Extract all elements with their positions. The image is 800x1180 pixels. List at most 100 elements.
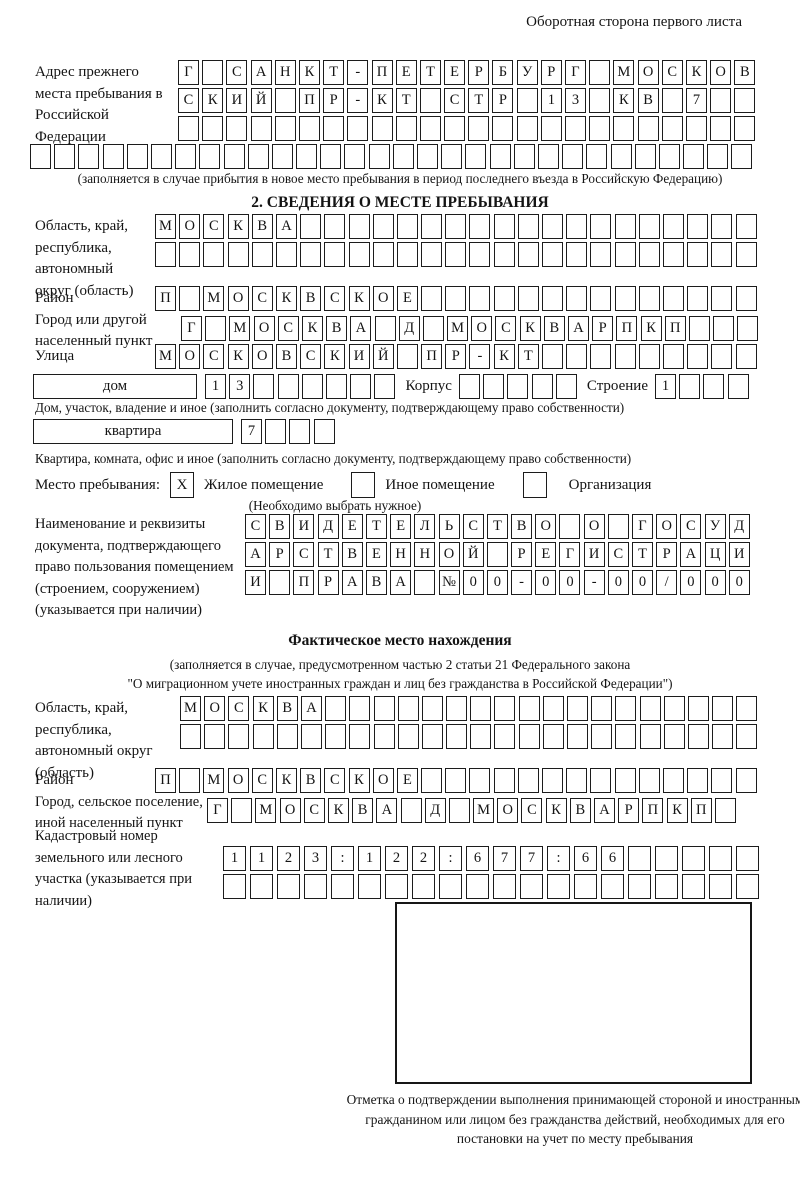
- char-box[interactable]: [520, 874, 543, 899]
- char-box[interactable]: 0: [704, 570, 726, 595]
- char-box[interactable]: М: [255, 798, 277, 823]
- char-box[interactable]: [517, 242, 539, 267]
- char-box[interactable]: Р: [317, 570, 339, 595]
- char-box[interactable]: [531, 374, 553, 399]
- char-box[interactable]: 2: [277, 846, 300, 871]
- char-box[interactable]: В: [300, 286, 322, 311]
- char-box[interactable]: [203, 242, 225, 267]
- char-box[interactable]: [358, 874, 381, 899]
- char-box[interactable]: А: [390, 570, 412, 595]
- char-box[interactable]: Е: [396, 286, 418, 311]
- char-box[interactable]: [445, 214, 467, 239]
- char-box[interactable]: [331, 874, 354, 899]
- char-box[interactable]: П: [155, 768, 176, 793]
- char-box[interactable]: [202, 60, 224, 85]
- char-box[interactable]: О: [227, 768, 249, 793]
- char-box[interactable]: [555, 374, 577, 399]
- char-box[interactable]: [271, 144, 293, 169]
- char-box[interactable]: [559, 514, 581, 539]
- char-box[interactable]: [419, 116, 441, 141]
- char-box[interactable]: Е: [390, 514, 412, 539]
- char-box[interactable]: Й: [372, 344, 394, 369]
- char-box[interactable]: [628, 874, 651, 899]
- char-box[interactable]: [372, 242, 394, 267]
- char-box[interactable]: А: [680, 542, 702, 567]
- char-box[interactable]: [655, 846, 678, 871]
- char-box[interactable]: К: [685, 60, 707, 85]
- char-box[interactable]: [547, 874, 570, 899]
- char-box[interactable]: Н: [390, 542, 412, 567]
- char-box[interactable]: А: [568, 316, 589, 341]
- char-box[interactable]: [274, 88, 296, 113]
- char-box[interactable]: [662, 214, 684, 239]
- char-box[interactable]: [494, 696, 516, 721]
- char-box[interactable]: [639, 724, 661, 749]
- char-box[interactable]: [638, 768, 660, 793]
- char-box[interactable]: [374, 374, 396, 399]
- char-box[interactable]: А: [350, 316, 372, 341]
- char-box[interactable]: К: [519, 316, 541, 341]
- char-box[interactable]: [397, 696, 419, 721]
- char-box[interactable]: К: [301, 316, 323, 341]
- char-box[interactable]: М: [180, 696, 201, 721]
- char-box[interactable]: [712, 696, 734, 721]
- char-box[interactable]: В: [326, 316, 348, 341]
- char-box[interactable]: [494, 724, 516, 749]
- char-box[interactable]: [658, 144, 680, 169]
- char-box[interactable]: [710, 116, 732, 141]
- char-box[interactable]: [735, 242, 757, 267]
- char-box[interactable]: [736, 874, 759, 899]
- char-box[interactable]: [542, 768, 563, 793]
- char-box[interactable]: Р: [618, 798, 640, 823]
- apartment-type-box[interactable]: квартира: [33, 419, 233, 444]
- char-box[interactable]: К: [348, 286, 370, 311]
- char-box[interactable]: [421, 286, 443, 311]
- char-box[interactable]: [470, 696, 492, 721]
- char-box[interactable]: [613, 116, 635, 141]
- char-box[interactable]: [542, 724, 564, 749]
- char-box[interactable]: [344, 144, 366, 169]
- char-box[interactable]: 7: [493, 846, 516, 871]
- char-box[interactable]: [469, 768, 491, 793]
- char-box[interactable]: [465, 144, 487, 169]
- char-box[interactable]: Е: [395, 60, 417, 85]
- char-box[interactable]: [565, 116, 586, 141]
- char-box[interactable]: [470, 724, 492, 749]
- char-box[interactable]: [516, 116, 538, 141]
- char-box[interactable]: [421, 768, 443, 793]
- char-box[interactable]: [679, 374, 701, 399]
- char-box[interactable]: [301, 374, 323, 399]
- char-box[interactable]: К: [613, 88, 635, 113]
- char-box[interactable]: [517, 214, 539, 239]
- char-box[interactable]: [199, 144, 221, 169]
- char-box[interactable]: [590, 214, 612, 239]
- char-box[interactable]: [421, 724, 443, 749]
- char-box[interactable]: [537, 144, 559, 169]
- char-box[interactable]: [179, 242, 201, 267]
- char-box[interactable]: [446, 724, 468, 749]
- char-box[interactable]: В: [543, 316, 565, 341]
- char-box[interactable]: [687, 286, 709, 311]
- char-box[interactable]: [507, 374, 529, 399]
- char-box[interactable]: [466, 874, 489, 899]
- char-box[interactable]: В: [275, 344, 297, 369]
- char-box[interactable]: [688, 316, 710, 341]
- char-box[interactable]: К: [371, 88, 393, 113]
- char-box[interactable]: [737, 316, 759, 341]
- char-box[interactable]: [662, 242, 684, 267]
- char-box[interactable]: А: [300, 696, 322, 721]
- char-box[interactable]: [247, 144, 269, 169]
- char-box[interactable]: С: [324, 768, 346, 793]
- char-box[interactable]: [540, 116, 562, 141]
- char-box[interactable]: О: [438, 542, 460, 567]
- char-box[interactable]: [735, 344, 757, 369]
- char-box[interactable]: [685, 116, 707, 141]
- char-box[interactable]: [713, 316, 735, 341]
- char-box[interactable]: [324, 214, 346, 239]
- char-box[interactable]: [566, 214, 588, 239]
- char-box[interactable]: [542, 344, 563, 369]
- char-box[interactable]: П: [642, 798, 664, 823]
- char-box[interactable]: [687, 214, 709, 239]
- char-box[interactable]: С: [203, 344, 225, 369]
- char-box[interactable]: [655, 874, 678, 899]
